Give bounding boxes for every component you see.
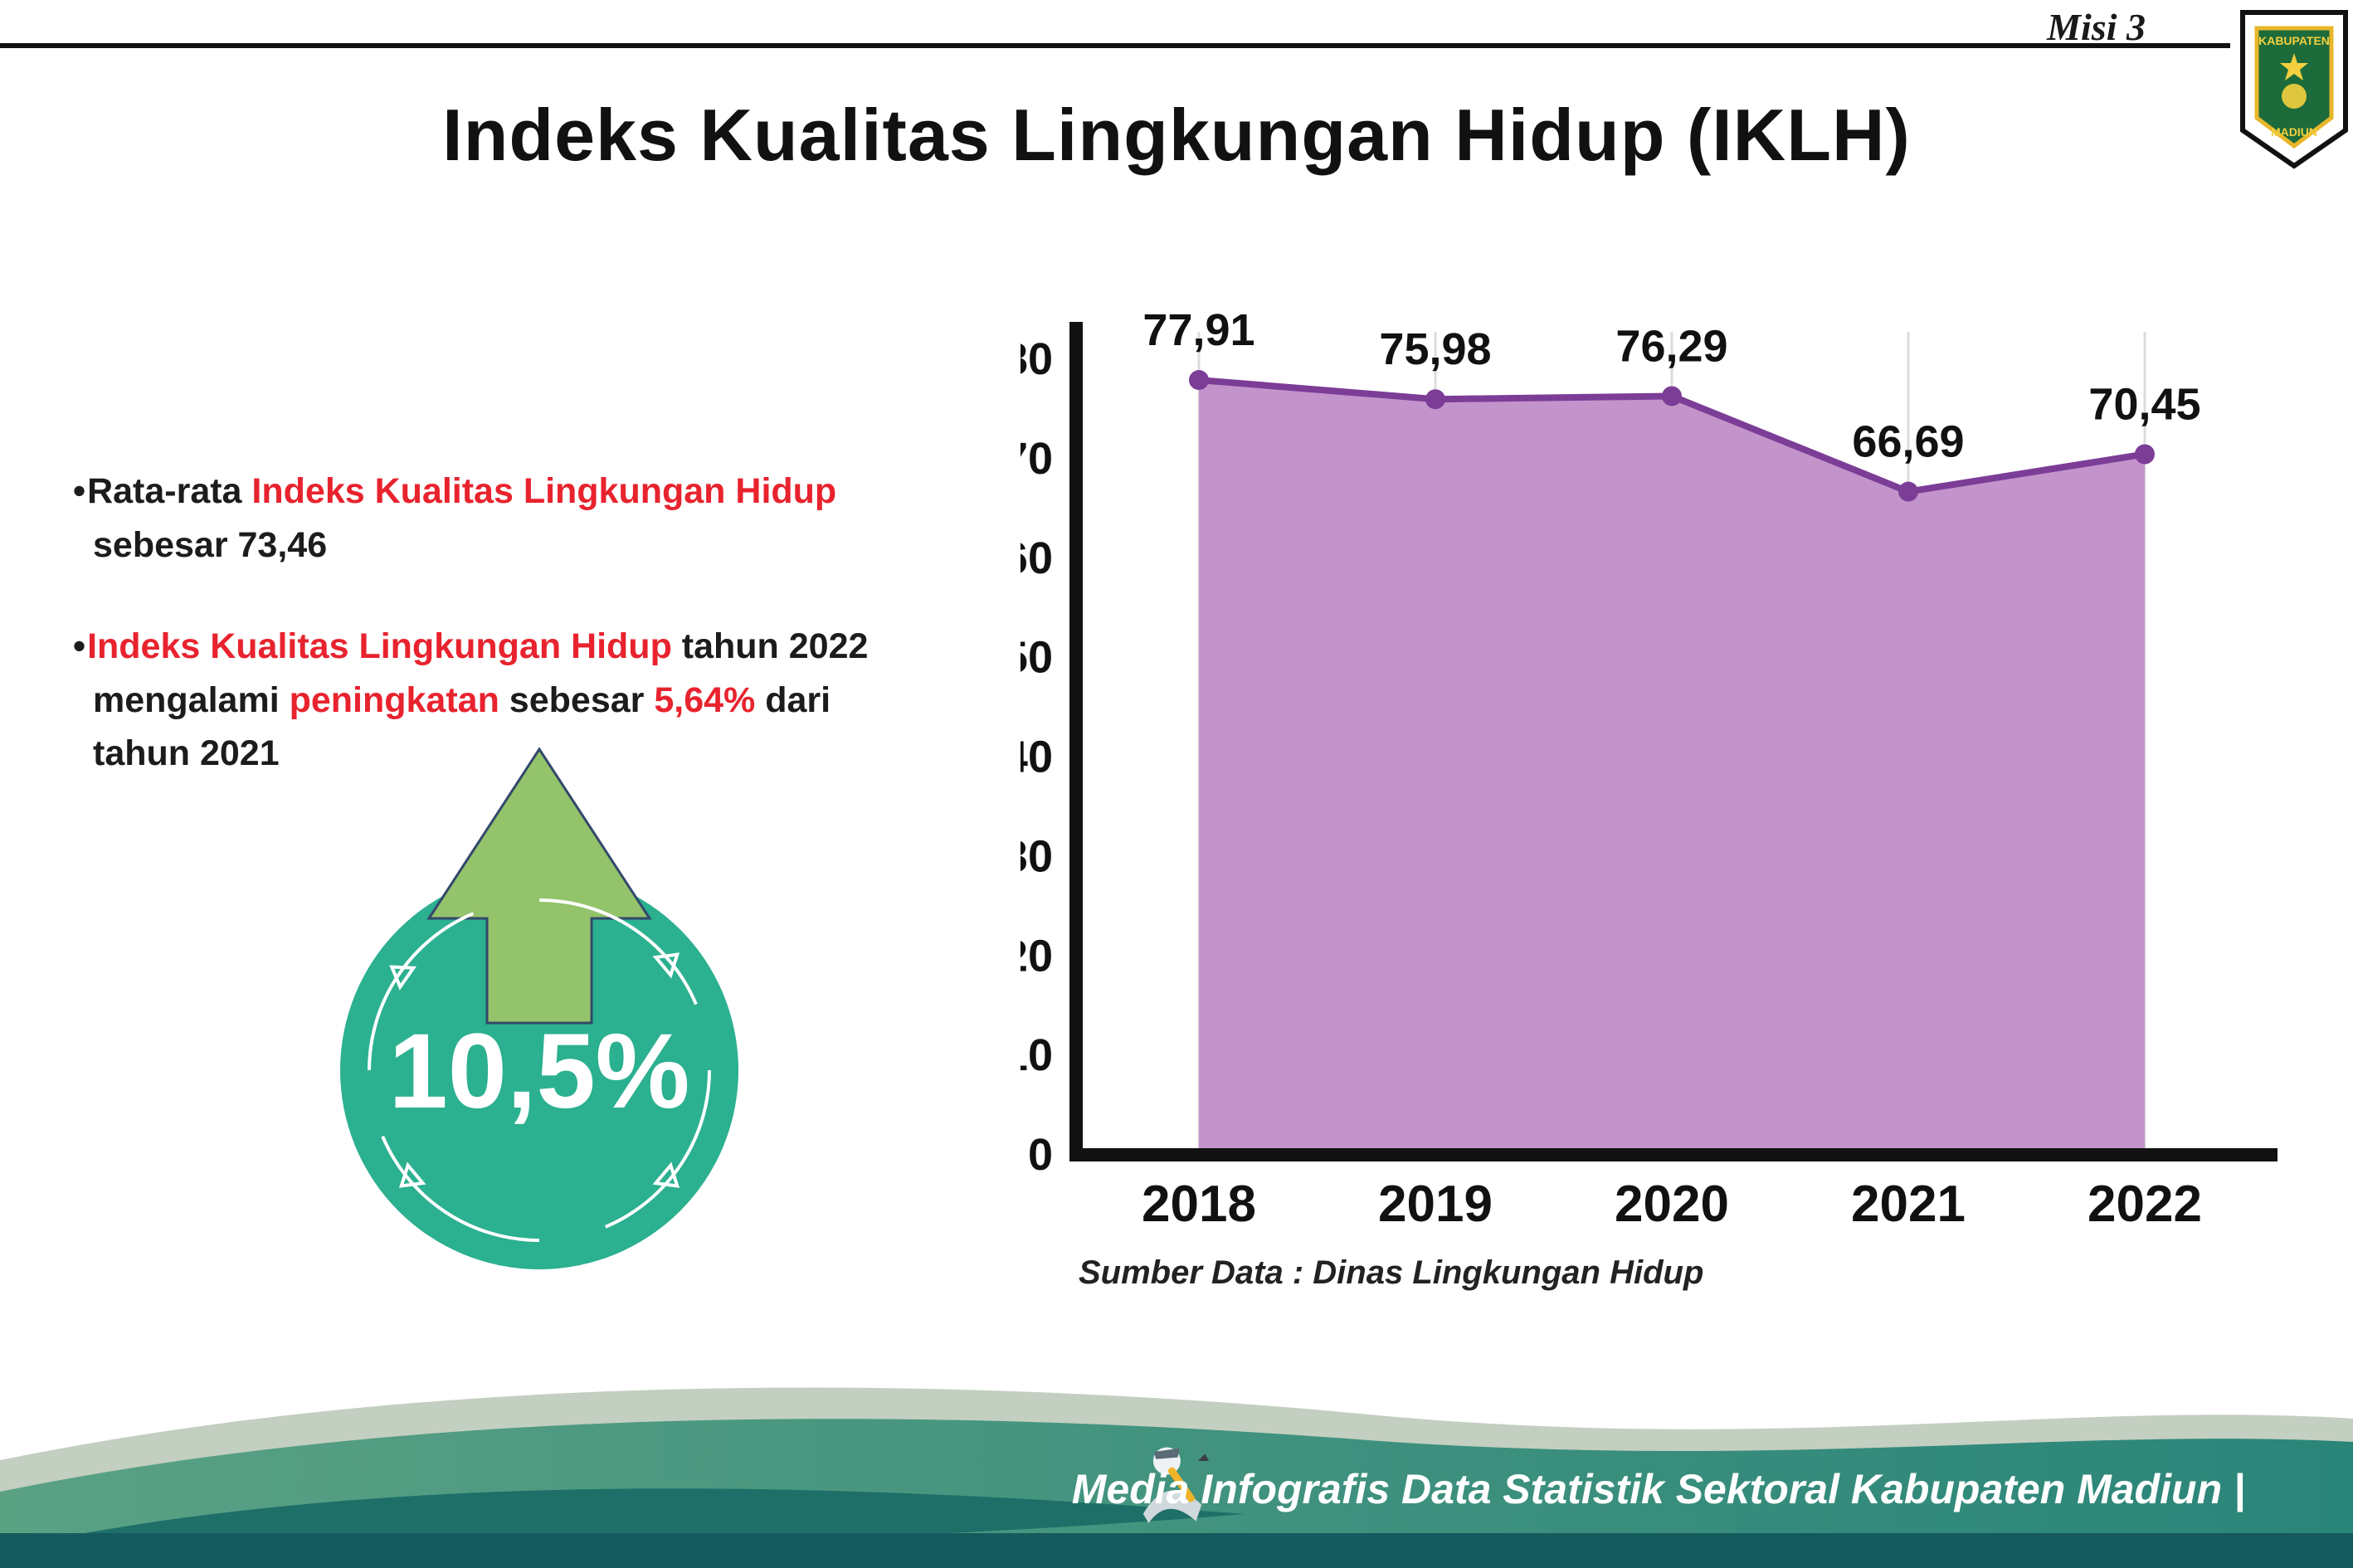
kabupaten-madiun-logo: KABUPATEN MADIUN — [2240, 10, 2348, 169]
bullet-list: Rata-rata Indeks Kualitas Lingkungan Hid… — [73, 465, 886, 829]
bullet-item-average: Rata-rata Indeks Kualitas Lingkungan Hid… — [73, 465, 886, 572]
svg-text:70,45: 70,45 — [2088, 379, 2200, 429]
svg-text:77,91: 77,91 — [1142, 305, 1254, 355]
badge-circle — [340, 871, 738, 1269]
bullet-item-increase: Indeks Kualitas Lingkungan Hidup tahun 2… — [73, 620, 886, 781]
bullet-text: dari tahun 2021 — [93, 679, 831, 774]
svg-text:10: 10 — [1021, 1030, 1053, 1080]
bullet-text-highlight: Indeks Kualitas Lingkungan Hidup — [87, 626, 672, 666]
svg-text:2018: 2018 — [1142, 1176, 1256, 1233]
svg-text:2020: 2020 — [1615, 1176, 1729, 1233]
logo-text-top: KABUPATEN — [2258, 34, 2330, 47]
logo-star-icon — [2280, 53, 2308, 80]
svg-text:2021: 2021 — [1851, 1176, 1966, 1233]
svg-text:66,69: 66,69 — [1852, 417, 1964, 467]
svg-text:75,98: 75,98 — [1379, 324, 1491, 374]
misi-label: Misi 3 — [2047, 6, 2146, 48]
iklh-area-chart: 77,91 75,98 76,29 66,69 70,45 0 10 20 30 40 50 60 70… — [1003, 299, 2323, 1336]
svg-text:2019: 2019 — [1378, 1176, 1493, 1233]
source-note: Sumber Data : Dinas Lingkungan Hidup — [1079, 1254, 1704, 1291]
area-chart-canvas: 77,91 75,98 76,29 66,69 70,45 0 10 20 30 40 50 60 70… — [1003, 305, 2277, 1233]
svg-text:70: 70 — [1021, 434, 1053, 484]
page-title: Indeks Kualitas Lingkungan Hidup (IKLH) — [442, 94, 1911, 176]
svg-text:0: 0 — [1028, 1130, 1053, 1180]
header-divider — [0, 43, 2230, 48]
svg-text:20: 20 — [1021, 931, 1053, 981]
svg-text:2022: 2022 — [2087, 1176, 2202, 1233]
bullet-text-highlight: 5,64% — [654, 679, 756, 720]
logo-text-bottom: MADIUN — [2271, 125, 2317, 139]
bullet-text: sebesar — [499, 679, 655, 720]
svg-text:40: 40 — [1021, 733, 1053, 782]
footer-bottom-bar — [0, 1533, 2353, 1568]
bullet-text-highlight: Indeks Kualitas Lingkungan Hidup — [251, 471, 837, 511]
svg-text:76,29: 76,29 — [1615, 321, 1727, 371]
logo-center-icon — [2282, 84, 2307, 109]
bullet-text: sebesar 73,46 — [93, 524, 328, 565]
svg-text:60: 60 — [1021, 533, 1053, 583]
bullet-text-highlight: peningkatan — [289, 679, 499, 720]
svg-text:80: 80 — [1021, 334, 1053, 384]
bullet-text: Rata-rata — [87, 471, 252, 511]
badge-ring — [368, 898, 711, 1242]
bullet-text: tahun 2022 mengalami — [93, 626, 869, 720]
up-arrow-icon — [426, 747, 652, 1025]
footer-caption: Media Infografis Data Statistik Sektoral… — [1071, 1466, 2245, 1512]
svg-text:50: 50 — [1021, 633, 1053, 683]
mascot-icon — [1142, 1447, 1209, 1523]
svg-text:30: 30 — [1021, 831, 1053, 881]
increase-badge: 10,5% — [340, 747, 738, 1269]
increase-percentage: 10,5% — [389, 1012, 690, 1131]
badge-tick-triangles — [389, 952, 680, 1188]
